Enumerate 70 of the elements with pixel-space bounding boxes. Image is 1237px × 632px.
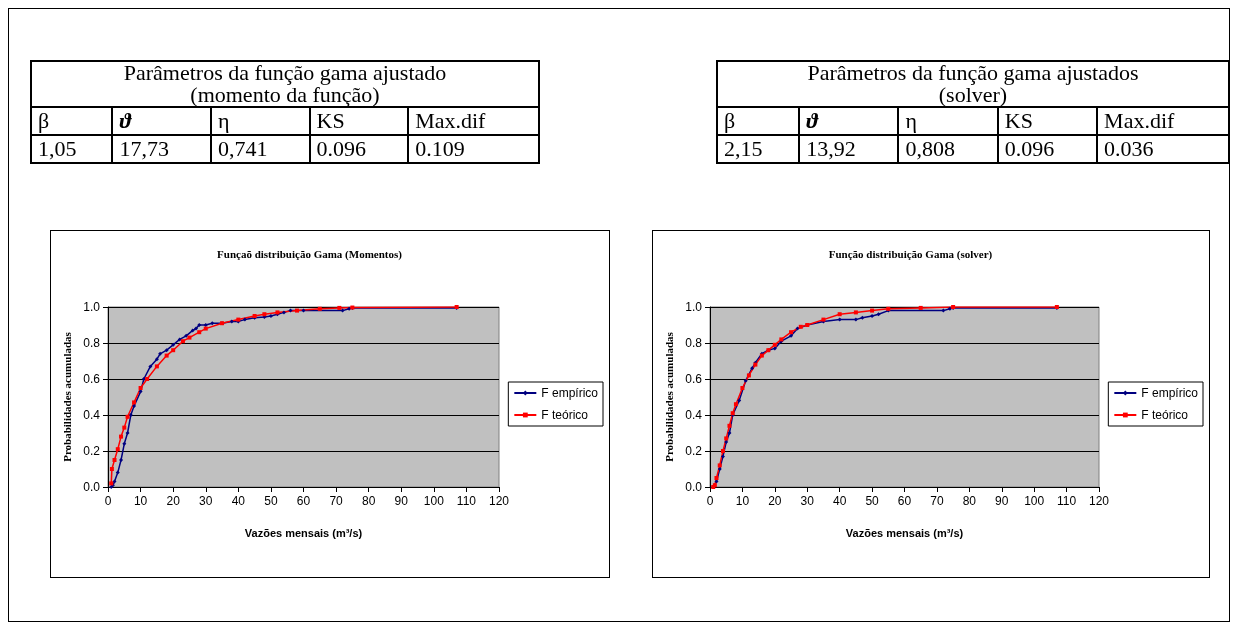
- x-tick-label: 50: [865, 494, 880, 508]
- x-tick-label: 110: [456, 494, 477, 508]
- chart-title: Função distribuição Gama (solver): [828, 247, 993, 261]
- x-tick-label: 110: [1057, 494, 1077, 508]
- x-tick-label: 10: [133, 494, 148, 508]
- text: 1,05: [38, 136, 77, 161]
- text: Parâmetros da função gama ajustado (momento da função): [31, 60, 539, 107]
- x-tick-label: 80: [962, 494, 977, 508]
- y-tick-label: 0.8: [83, 336, 101, 350]
- category-label: Max.dif: [1097, 107, 1229, 135]
- y-tick-label: 0.0: [83, 480, 101, 494]
- y-tick-label: 1.0: [685, 300, 703, 314]
- category-label: ϑ: [799, 107, 899, 135]
- y-tick-label: 0.6: [685, 372, 703, 386]
- text: 0.109: [415, 136, 465, 161]
- category-label: β: [717, 107, 800, 135]
- legend-label: F empírico: [1141, 386, 1199, 400]
- x-tick-label: 30: [800, 494, 815, 508]
- text: 0.036: [1104, 136, 1154, 161]
- text: 0.096: [1004, 136, 1055, 161]
- category-label: KS: [309, 107, 409, 135]
- x-tick-label: 70: [329, 494, 344, 508]
- y-tick-label: 0.6: [83, 372, 101, 386]
- x-axis-title: Vazões mensais (m³/s): [845, 526, 964, 539]
- x-tick-label: 70: [930, 494, 944, 508]
- x-tick-label: 50: [264, 494, 278, 508]
- text: Parâmetros da função gama ajustados (solver): [717, 60, 1229, 107]
- y-tick-label: 0.4: [685, 408, 703, 422]
- category-label: KS: [997, 107, 1098, 135]
- text: 0,741: [218, 136, 268, 161]
- x-tick-label: 60: [897, 494, 912, 508]
- x-tick-label: 20: [166, 494, 181, 508]
- y-tick-label: 0.2: [83, 444, 101, 458]
- x-tick-label: 90: [394, 494, 409, 508]
- category-label: η: [898, 107, 998, 135]
- y-tick-label: 0.4: [83, 408, 101, 422]
- category-label: ϑ: [112, 107, 212, 135]
- y-axis-title: Probabilidades acumuladas: [60, 331, 73, 462]
- x-tick-label: 40: [231, 494, 246, 508]
- x-tick-label: 100: [423, 494, 445, 508]
- x-tick-label: 10: [735, 494, 750, 508]
- x-tick-label: 120: [1088, 494, 1110, 508]
- text: 13,92: [806, 136, 856, 161]
- x-tick-label: 30: [199, 494, 213, 508]
- text: 0.096: [316, 136, 367, 161]
- x-tick-label: 120: [488, 494, 510, 508]
- chart-title: Funçaõ distribuição Gama (Momentos): [217, 247, 403, 261]
- x-axis-title: Vazões mensais (m³/s): [244, 526, 363, 539]
- category-label: Max.dif: [408, 107, 539, 135]
- x-tick-label: 100: [1024, 494, 1045, 508]
- y-tick-label: 0.2: [685, 444, 703, 458]
- x-tick-label: 80: [361, 494, 376, 508]
- category-label: η: [211, 107, 310, 135]
- y-tick-label: 0.8: [685, 336, 703, 350]
- x-tick-label: 0: [104, 494, 112, 508]
- x-tick-label: 60: [296, 494, 311, 508]
- category-label: β: [31, 107, 113, 135]
- legend-label: F empírico: [541, 386, 599, 400]
- y-tick-label: 1.0: [83, 300, 101, 314]
- x-tick-label: 20: [768, 494, 782, 508]
- y-axis-title: Probabilidades acumuladas: [662, 331, 675, 462]
- text: 17,73: [119, 136, 169, 161]
- text: 2,15: [724, 136, 763, 161]
- x-tick-label: 90: [995, 494, 1009, 508]
- x-tick-label: 40: [832, 494, 847, 508]
- text: 0,808: [905, 136, 955, 161]
- legend-label: F teórico: [1141, 408, 1189, 422]
- y-tick-label: 0.0: [685, 480, 703, 494]
- legend-label: F teórico: [541, 408, 589, 422]
- x-tick-label: 0: [706, 494, 714, 508]
